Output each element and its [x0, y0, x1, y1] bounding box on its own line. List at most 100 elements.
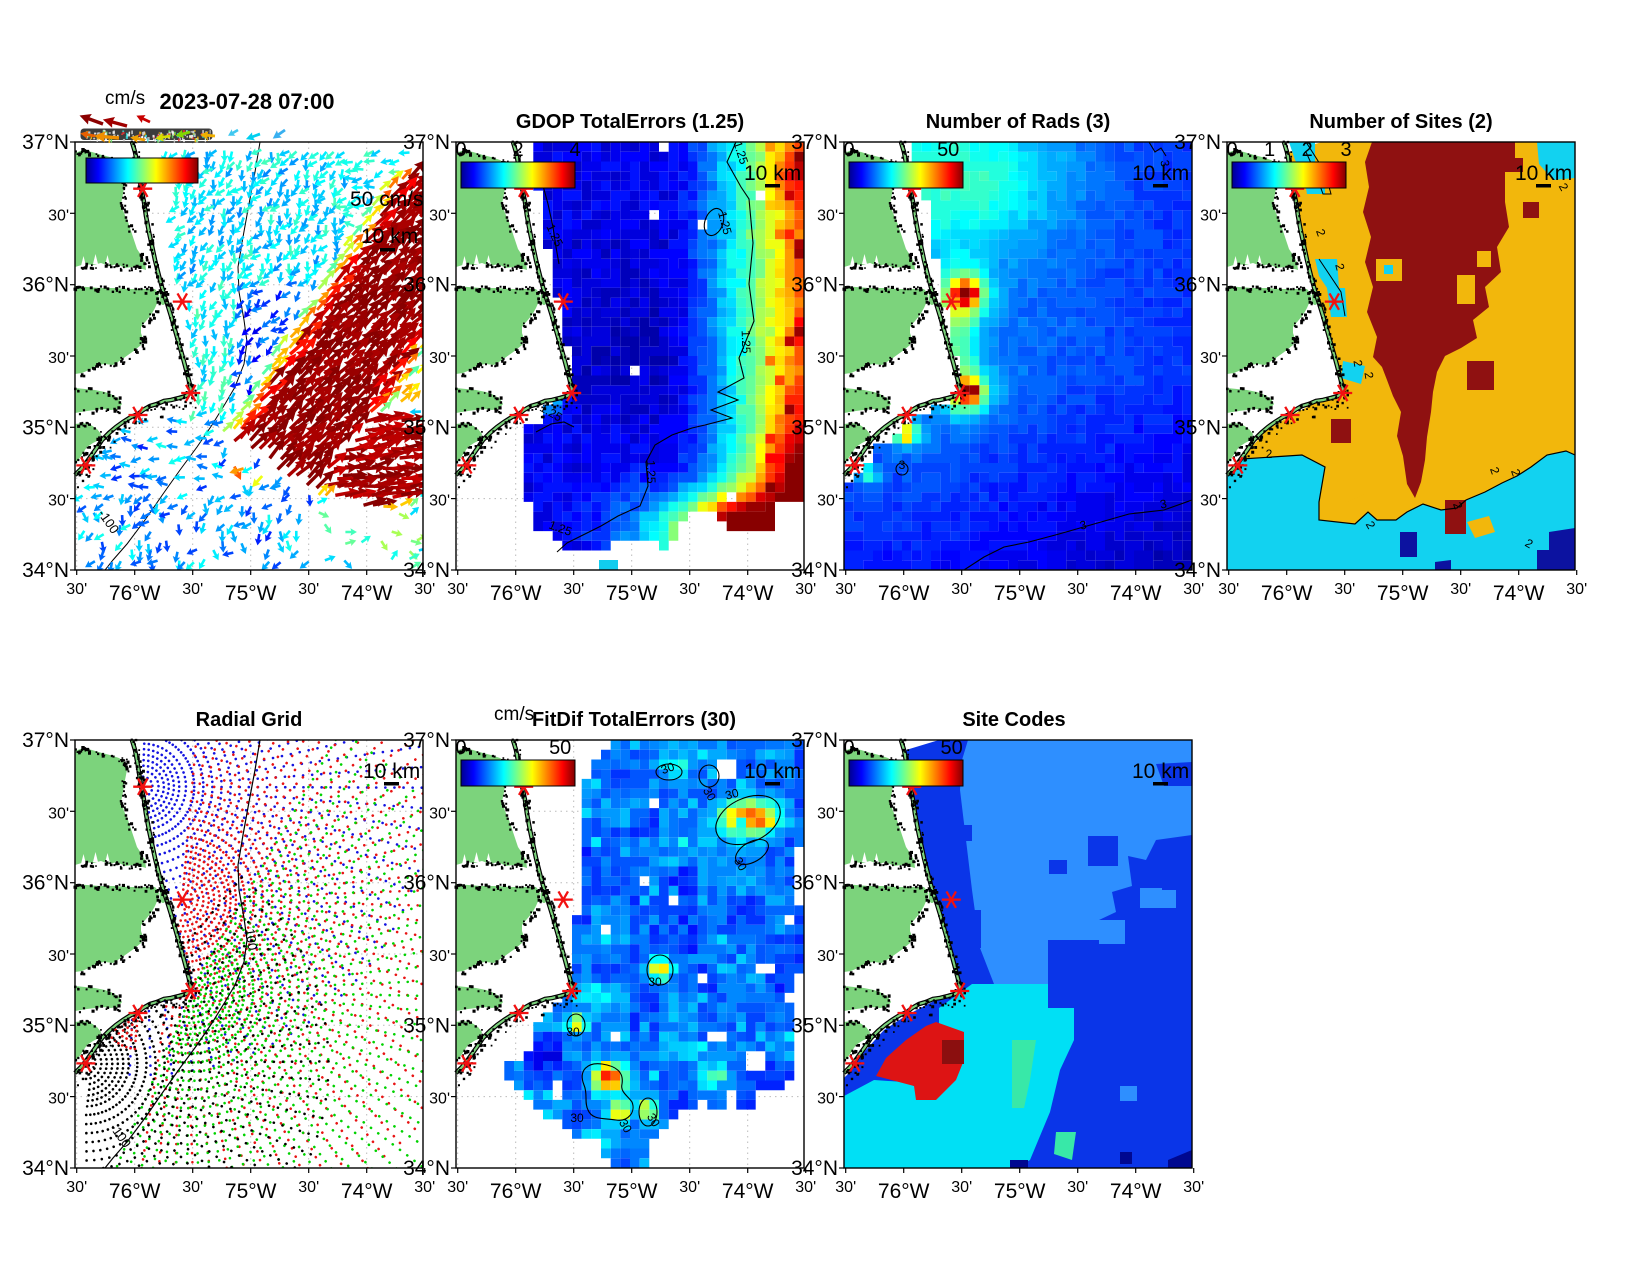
- svg-text:GDOP TotalErrors (1.25): GDOP TotalErrors (1.25): [516, 111, 744, 133]
- svg-text:36°N: 36°N: [22, 872, 69, 895]
- svg-text:2: 2: [1266, 447, 1273, 461]
- svg-text:30': 30': [951, 1179, 972, 1196]
- svg-text:30': 30': [1566, 581, 1587, 598]
- svg-text:FitDif TotalErrors (30): FitDif TotalErrors (30): [532, 709, 736, 731]
- svg-text:0: 0: [1226, 139, 1237, 161]
- svg-text:10 km: 10 km: [744, 162, 801, 185]
- svg-text:35°N: 35°N: [22, 416, 69, 439]
- svg-text:34°N: 34°N: [1174, 559, 1221, 582]
- svg-text:30': 30': [1067, 581, 1088, 598]
- svg-text:30': 30': [414, 581, 435, 598]
- svg-text:75°W: 75°W: [606, 1180, 658, 1203]
- svg-text:3: 3: [899, 458, 906, 472]
- svg-text:30': 30': [1334, 581, 1355, 598]
- svg-text:30': 30': [66, 1179, 87, 1196]
- svg-text:34°N: 34°N: [791, 559, 838, 582]
- svg-text:30: 30: [648, 975, 662, 989]
- svg-text:10 km: 10 km: [1132, 760, 1189, 783]
- svg-text:30': 30': [429, 948, 450, 965]
- svg-text:74°W: 74°W: [1110, 1180, 1162, 1203]
- svg-text:2: 2: [1332, 262, 1347, 272]
- svg-text:2023-07-28 07:00: 2023-07-28 07:00: [160, 89, 335, 114]
- svg-text:2: 2: [1302, 139, 1313, 161]
- svg-text:2: 2: [1450, 500, 1466, 511]
- svg-text:Radial Grid: Radial Grid: [196, 709, 303, 731]
- svg-text:76°W: 76°W: [109, 1180, 161, 1203]
- svg-text:2: 2: [1313, 227, 1329, 238]
- svg-text:37°N: 37°N: [403, 729, 450, 752]
- svg-text:30': 30': [817, 805, 838, 822]
- svg-text:10 km: 10 km: [744, 760, 801, 783]
- svg-text:35°N: 35°N: [403, 1014, 450, 1037]
- svg-text:30': 30': [835, 581, 856, 598]
- svg-text:Site Codes: Site Codes: [962, 709, 1065, 731]
- svg-text:3: 3: [1157, 159, 1172, 168]
- svg-text:2: 2: [1361, 371, 1376, 380]
- svg-text:30: 30: [731, 855, 750, 874]
- svg-text:30': 30': [414, 1179, 435, 1196]
- svg-text:30': 30': [182, 1179, 203, 1196]
- svg-text:34°N: 34°N: [403, 1157, 450, 1180]
- svg-text:35°N: 35°N: [791, 1014, 838, 1037]
- svg-text:34°N: 34°N: [22, 1157, 69, 1180]
- svg-text:74°W: 74°W: [722, 582, 774, 605]
- svg-text:76°W: 76°W: [490, 582, 542, 605]
- svg-text:36°N: 36°N: [403, 872, 450, 895]
- svg-text:76°W: 76°W: [109, 582, 161, 605]
- svg-text:37°N: 37°N: [1174, 131, 1221, 154]
- svg-text:1: 1: [1264, 139, 1275, 161]
- svg-text:76°W: 76°W: [1261, 582, 1313, 605]
- svg-text:3: 3: [1159, 497, 1168, 512]
- svg-text:30': 30': [817, 1091, 838, 1108]
- svg-text:36°N: 36°N: [1174, 274, 1221, 297]
- svg-text:Number of Rads (3): Number of Rads (3): [926, 111, 1110, 133]
- svg-text:30': 30': [1183, 581, 1204, 598]
- svg-text:30': 30': [817, 350, 838, 367]
- svg-text:74°W: 74°W: [1493, 582, 1545, 605]
- svg-text:3: 3: [1078, 517, 1088, 532]
- svg-text:30': 30': [48, 1091, 69, 1108]
- svg-text:37°N: 37°N: [791, 729, 838, 752]
- svg-text:30': 30': [1218, 581, 1239, 598]
- svg-text:30': 30': [1200, 493, 1221, 510]
- svg-text:30': 30': [817, 948, 838, 965]
- svg-text:1.25: 1.25: [644, 460, 659, 484]
- svg-text:30': 30': [817, 493, 838, 510]
- svg-text:30': 30': [795, 1179, 816, 1196]
- svg-text:30: 30: [700, 785, 719, 804]
- svg-text:30': 30': [563, 581, 584, 598]
- svg-text:30': 30': [447, 1179, 468, 1196]
- svg-text:76°W: 76°W: [878, 582, 930, 605]
- svg-text:0: 0: [455, 737, 466, 759]
- svg-text:37°N: 37°N: [403, 131, 450, 154]
- svg-text:2: 2: [1487, 465, 1503, 476]
- svg-text:100: 100: [243, 928, 261, 952]
- svg-text:30': 30': [298, 1179, 319, 1196]
- svg-text:3: 3: [1340, 139, 1351, 161]
- svg-text:1.25: 1.25: [715, 210, 735, 236]
- svg-text:35°N: 35°N: [1174, 416, 1221, 439]
- svg-text:30': 30': [679, 581, 700, 598]
- svg-text:30': 30': [817, 207, 838, 224]
- svg-text:30': 30': [298, 581, 319, 598]
- svg-text:37°N: 37°N: [22, 729, 69, 752]
- svg-text:30': 30': [1067, 1179, 1088, 1196]
- svg-text:74°W: 74°W: [341, 1180, 393, 1203]
- svg-text:10 km: 10 km: [1515, 162, 1572, 185]
- svg-text:2: 2: [1350, 359, 1365, 368]
- svg-text:36°N: 36°N: [403, 274, 450, 297]
- svg-text:75°W: 75°W: [994, 1180, 1046, 1203]
- svg-text:10 km: 10 km: [363, 760, 420, 783]
- svg-text:30: 30: [659, 759, 677, 777]
- svg-text:75°W: 75°W: [225, 582, 277, 605]
- svg-text:75°W: 75°W: [606, 582, 658, 605]
- svg-text:74°W: 74°W: [341, 582, 393, 605]
- svg-text:30': 30': [795, 581, 816, 598]
- svg-text:30': 30': [48, 493, 69, 510]
- svg-text:50: 50: [940, 737, 962, 759]
- svg-text:36°N: 36°N: [791, 872, 838, 895]
- svg-text:30': 30': [48, 207, 69, 224]
- svg-text:Number of Sites (2): Number of Sites (2): [1309, 111, 1492, 133]
- svg-text:50: 50: [937, 139, 959, 161]
- svg-text:2: 2: [512, 139, 523, 161]
